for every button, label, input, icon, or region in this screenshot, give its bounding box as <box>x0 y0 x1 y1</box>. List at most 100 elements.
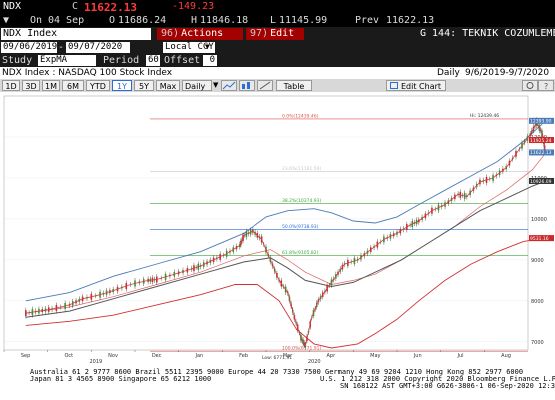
open-value: 11686.24 <box>118 15 167 26</box>
y-tick-label: 7000 <box>531 340 544 346</box>
x-tick-label: Oct <box>65 353 74 359</box>
price-tag <box>529 177 554 184</box>
range-3d-button[interactable]: 3D <box>22 80 40 91</box>
line-chart-icon[interactable] <box>221 80 237 91</box>
year-label: 2020 <box>308 359 321 365</box>
chart-type-icon[interactable] <box>239 80 255 91</box>
price-tag <box>529 117 554 124</box>
date-range-bar: 09/06/2019 - 09/07/2020 Local CCY ▼ <box>0 41 555 54</box>
study-label: Study <box>2 55 33 66</box>
plot-frame <box>3 95 529 351</box>
index-name: NDX Index : NASDAQ 100 Stock Index <box>2 68 173 78</box>
ohlc-bar: ▼ On 04 Sep O 11686.24 H 11846.18 L 1114… <box>0 14 555 27</box>
price-tag-label: 12393.90 <box>530 119 552 125</box>
fib-level-label: 61.8%(9105.82) <box>282 250 319 256</box>
chart-template-title: G 144: TEKNIK COZUMLEME-W1 <box>420 28 555 39</box>
range-1d-button[interactable]: 1D <box>2 80 20 91</box>
price-chart[interactable]: 7000800090001000011000120000.0%(12439.46… <box>0 92 555 368</box>
price-tag <box>529 137 554 144</box>
fib-level-label: 38.2%(10374.93) <box>282 198 322 204</box>
fib-level-label: 100.0%(6771.91) <box>282 346 322 352</box>
bollinger-upper-line <box>25 120 546 302</box>
chart-type-glyph <box>242 82 250 89</box>
edit-button[interactable]: 97) Edit <box>246 28 304 40</box>
edit-chart-icon <box>390 82 398 89</box>
y-tick-label: 8000 <box>531 299 544 305</box>
frequency-value: Daily <box>185 82 206 91</box>
annotation-icon[interactable] <box>257 80 273 91</box>
settings-icon[interactable] <box>522 80 538 91</box>
range-1y-button[interactable]: 1Y <box>112 80 132 91</box>
frequency-label: Daily <box>437 68 460 78</box>
high-value: 11846.18 <box>200 15 249 26</box>
chevron-down-icon[interactable]: ▼ <box>213 81 219 89</box>
edit-number: 97) <box>250 28 269 39</box>
low-annotation: Low: 6771.91 <box>262 355 292 361</box>
footer-copyright: U.S. 1 212 318 2000 Copyright 2020 Bloom… <box>320 375 555 383</box>
price-tag-label: 10926.09 <box>530 179 552 185</box>
x-tick-label: Nov <box>108 353 118 359</box>
actions-number: 96) <box>161 28 180 39</box>
x-tick-label: Jan <box>195 353 204 359</box>
x-tick-label: May <box>370 353 380 359</box>
down-arrow-icon: ▼ <box>3 15 10 26</box>
x-tick-label: Apr <box>327 353 337 359</box>
edit-label: Edit <box>270 28 295 39</box>
actions-bar: NDX Index 96) Actions 97) Edit G 144: TEKN… <box>0 27 555 41</box>
x-tick-label: Aug <box>501 353 511 359</box>
offset-input[interactable]: 0 <box>203 55 217 66</box>
bollinger-lower-line <box>25 237 546 349</box>
frequency-select[interactable]: Daily <box>182 80 212 91</box>
y-tick-label: 9000 <box>531 258 544 264</box>
currency-select[interactable]: Local CCY <box>163 42 215 53</box>
quote-date: 04 Sep <box>48 15 85 26</box>
close-label: C <box>72 1 79 12</box>
help-icon[interactable]: ? <box>538 80 554 91</box>
study-select[interactable]: ExpMA <box>38 55 96 66</box>
x-tick-label: Jul <box>457 353 464 359</box>
security-input[interactable]: NDX Index <box>1 28 151 40</box>
x-tick-label: Dec <box>152 353 162 359</box>
settings-glyph <box>526 82 534 89</box>
open-label: O <box>109 15 116 26</box>
x-tick-label: Sep <box>21 353 30 359</box>
offset-label: Offset <box>164 55 201 66</box>
fib-level-label: 0.0%(12439.46) <box>282 113 319 119</box>
price-change: -149.23 <box>172 1 215 12</box>
range-6m-button[interactable]: 6M <box>62 80 84 91</box>
end-date-field[interactable]: 09/07/2020 <box>66 42 130 53</box>
chart-toolbar: 1D 3D 1M 6M YTD 1Y 5Y Max Daily ▼ Table … <box>0 79 555 92</box>
svg-text:?: ? <box>544 82 548 90</box>
on-label: On <box>30 15 43 26</box>
fib-level-label: 50.0%(9738.93) <box>282 224 319 230</box>
table-button[interactable]: Table <box>276 80 312 91</box>
footer-contacts-2: Japan 81 3 4565 8900 Singapore 65 6212 1… <box>30 375 212 383</box>
start-date-field[interactable]: 09/06/2019 <box>1 42 58 53</box>
range-1m-button[interactable]: 1M <box>42 80 60 91</box>
x-tick-label: Jun <box>413 353 422 359</box>
price-line <box>25 121 546 348</box>
low-label: L <box>270 15 277 26</box>
line-chart-glyph <box>222 81 236 90</box>
price-tag-label: 11622.13 <box>530 150 552 156</box>
date-range-label: 9/6/2019-9/7/2020 <box>465 68 550 78</box>
study-bar: Study ExpMA Period 60 Offset 0 <box>0 54 555 67</box>
prev-label: Prev <box>355 15 380 26</box>
range-ytd-button[interactable]: YTD <box>86 80 110 91</box>
footer: Australia 61 2 9777 8600 Brazil 5511 239… <box>0 368 555 400</box>
prev-value: 11622.13 <box>386 15 435 26</box>
range-max-button[interactable]: Max <box>156 80 180 91</box>
footer-contacts-1: Australia 61 2 9777 8600 Brazil 5511 239… <box>30 368 524 376</box>
period-input[interactable]: 60 <box>146 55 160 66</box>
price-tag <box>529 149 554 156</box>
annotation-glyph <box>259 81 271 90</box>
actions-button[interactable]: 96) Actions <box>157 28 243 40</box>
high-label: H <box>191 15 198 26</box>
chart-canvas[interactable]: 7000800090001000011000120000.0%(12439.46… <box>0 92 555 368</box>
edit-chart-button[interactable]: Edit Chart <box>386 80 446 91</box>
chevron-down-icon[interactable]: ▼ <box>205 42 210 51</box>
actions-label: Actions <box>181 28 224 39</box>
price-tag-label: 11925.24 <box>530 138 552 144</box>
range-5y-button[interactable]: 5Y <box>134 80 154 91</box>
low-value: 11145.99 <box>279 15 328 26</box>
